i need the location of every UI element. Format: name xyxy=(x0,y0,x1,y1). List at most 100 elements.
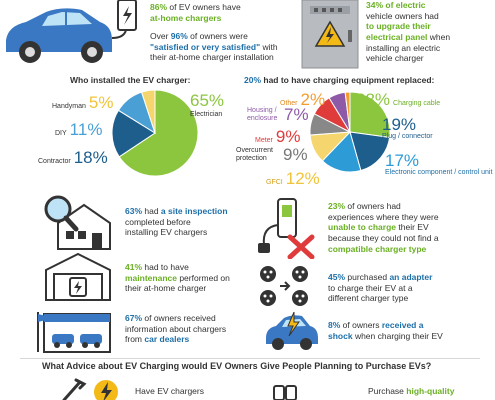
who-installed-slice-handyman xyxy=(140,89,156,134)
pie2-label-meter: Meter 9% xyxy=(255,128,300,145)
dealer-pct: 67% xyxy=(125,313,143,323)
handyman-label: Handyman xyxy=(52,103,86,110)
adapter-hl: an adapter xyxy=(389,272,433,282)
adapter-stat: 45% purchased an adapter to charge their… xyxy=(328,272,488,304)
maintenance-hl: maintenance xyxy=(125,272,177,283)
panel-line5: installing an electric xyxy=(366,42,441,53)
shock-pct: 8% xyxy=(328,320,341,330)
unable-hl-rest: their EV xyxy=(396,222,429,233)
maintenance-stat: 41% had to have maintenance performed on… xyxy=(125,262,245,294)
shock-b: when charging their EV xyxy=(352,330,443,341)
adapter-a: purchased xyxy=(345,272,390,282)
car-dealer-stat: 67% of owners received information about… xyxy=(125,313,255,345)
pie1-label-contractor: Contractor 18% xyxy=(38,149,108,166)
who-installed-slice-electrician xyxy=(118,89,199,177)
panel-line4: electrical panel xyxy=(366,31,428,42)
pie2-label-plug: 19% Plug / connector xyxy=(382,116,433,141)
meter-label: Meter xyxy=(255,137,273,144)
sat-prefix: Over xyxy=(150,31,171,41)
gfci-value: 12% xyxy=(285,169,320,188)
panel-line3: to upgrade their xyxy=(366,21,431,32)
advice-right-illustration xyxy=(268,384,302,400)
unable-to-charge-stat: 23% of owners had experiences where they… xyxy=(328,201,493,254)
plug-value: 19% xyxy=(382,115,417,134)
charger-x-icon xyxy=(258,198,315,260)
car-charging-icon xyxy=(6,0,137,63)
shock-stat: 8% of owners received a shock when charg… xyxy=(328,320,488,341)
panel-line6: vehicle charger xyxy=(366,53,424,64)
advice-right-prefix: Purchase xyxy=(368,386,407,396)
car-dealer-illustration xyxy=(34,308,116,354)
adapter-illustration xyxy=(256,264,316,310)
advice-title: What Advice about EV Charging would EV O… xyxy=(42,361,432,371)
shock-a: of owners xyxy=(340,320,382,330)
replaced-title-text: had to have charging equipment replaced: xyxy=(261,75,435,85)
satisfaction-stat: Over 96% of owners were "satisfied or ve… xyxy=(150,31,325,63)
replaced-pie xyxy=(309,91,391,173)
pie2-label-other: Other 2% xyxy=(280,91,325,108)
replaced-slice-charging-cable xyxy=(349,91,391,139)
pie1-label-handyman: Handyman 5% xyxy=(52,94,113,111)
advice-right-hl: high-quality xyxy=(406,386,455,396)
shock-hl: received a xyxy=(381,320,424,330)
at-home-chargers-stat: 86% of EV owners have at-home chargers xyxy=(150,2,320,23)
overcurrent-value: 9% xyxy=(283,145,308,164)
sat-mid: of owners were xyxy=(187,31,248,41)
dealer-b: information about chargers xyxy=(125,323,227,334)
sat-suffix: with xyxy=(260,41,278,52)
replaced-title: 20% had to have charging equipment repla… xyxy=(244,75,434,85)
maintenance-pct: 41% xyxy=(125,262,143,272)
sat-quoted: "satisfied or very satisfied" xyxy=(150,41,261,52)
pie2-label-cable: 28% Charging cable xyxy=(356,91,440,108)
who-installed-title: Who installed the EV charger: xyxy=(70,75,191,85)
inspection-pct: 63% xyxy=(125,206,143,216)
who-installed-slice-contractor xyxy=(111,109,156,158)
car-charging-illustration xyxy=(2,0,142,70)
overcurrent-label: Overcurrent protection xyxy=(236,146,273,162)
panel-line2: vehicle owners had xyxy=(366,10,439,21)
inspection-a: had xyxy=(142,206,161,216)
charger-x-illustration xyxy=(252,197,316,260)
garage-charger-icon xyxy=(45,252,111,301)
pie1-label-electrician: 65% Electrician xyxy=(190,92,224,119)
sat-last: their at-home charger installation xyxy=(150,52,274,63)
unable-b: experiences where they were xyxy=(328,211,439,222)
car-shock-icon xyxy=(266,311,318,350)
maintenance-a: had to have xyxy=(142,262,189,272)
contractor-label: Contractor xyxy=(38,158,71,165)
adapter-pct: 45% xyxy=(328,272,346,282)
site-inspection-illustration xyxy=(40,193,112,251)
inspection-hl: a site inspection xyxy=(160,206,228,216)
cable-label: Charging cable xyxy=(393,100,441,107)
advice-left-illustration xyxy=(60,376,130,400)
other-label: Other xyxy=(280,100,298,107)
maintenance-illustration xyxy=(42,252,114,302)
site-inspection-stat: 63% had a site inspection completed befo… xyxy=(125,206,245,238)
sat-pct: 96% xyxy=(170,31,188,41)
inspection-c: installing EV chargers xyxy=(125,227,208,238)
charger-quality-icon xyxy=(273,385,297,400)
replaced-pct: 20% xyxy=(244,75,262,85)
panel-line4-rest: when xyxy=(427,31,451,42)
at-home-text: of EV owners have xyxy=(167,2,241,12)
adapter-plugs-icon xyxy=(260,266,308,306)
pie1-label-diy: DIY 11% xyxy=(55,121,102,138)
replaced-slice-plug-connector xyxy=(349,131,391,172)
housing-label: Housing / enclosure xyxy=(247,106,278,122)
who-installed-pie xyxy=(111,89,199,177)
house-magnifier-icon xyxy=(44,195,111,250)
dealer-c-prefix: from xyxy=(125,334,145,345)
maintenance-hl-rest: performed on xyxy=(176,272,230,283)
car-shock-illustration xyxy=(262,311,322,352)
pie2-label-housing: Housing / enclosure 7% xyxy=(247,106,309,123)
diy-label: DIY xyxy=(55,130,67,137)
diy-value: 11% xyxy=(69,120,103,139)
maintenance-c: their at-home charger xyxy=(125,283,207,294)
electrician-label: Electrician xyxy=(190,111,223,118)
meter-value: 9% xyxy=(275,127,301,146)
pie2-label-gfci: GFCI 12% xyxy=(266,170,320,187)
pie2-label-electronic: 17% Electronic component / control unit xyxy=(385,152,493,177)
cable-value: 28% xyxy=(356,90,391,109)
unable-pct: 23% xyxy=(328,201,346,211)
housing-value: 7% xyxy=(284,105,309,124)
